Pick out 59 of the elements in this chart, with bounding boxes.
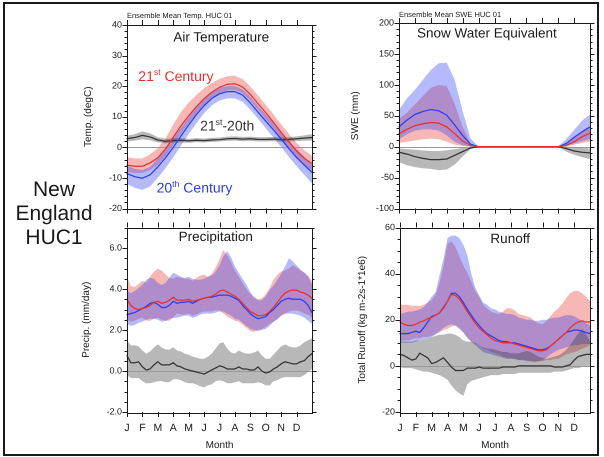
x-tick-label: J xyxy=(397,422,403,434)
y-tick-label: 20 xyxy=(384,314,395,324)
x-tick-label: M xyxy=(184,422,194,434)
y-tick-label: 60 xyxy=(384,222,395,232)
x-tick-label: N xyxy=(554,422,562,434)
x-tick-label: F xyxy=(139,422,146,434)
x-tick-label: J xyxy=(216,422,222,434)
text: New England HUC1 xyxy=(14,178,94,250)
chart-title: Snow Water Equivalent xyxy=(416,26,558,41)
y-axis-title: SWE (mm) xyxy=(350,91,361,140)
y-tick-label: 20 xyxy=(112,80,122,91)
x-tick-label: M xyxy=(427,422,436,434)
x-tick-label: F xyxy=(412,422,420,434)
x-tick-label: M xyxy=(153,422,162,434)
y-tick-label: 150 xyxy=(378,48,394,58)
y-tick-label: 10 xyxy=(112,111,122,122)
y-tick-label: 30 xyxy=(112,50,122,60)
y-tick-label: 6.0 xyxy=(109,242,122,252)
x-tick-label: D xyxy=(570,422,578,434)
y-tick-label: -20 xyxy=(108,202,122,213)
y-tick-label: 0.0 xyxy=(109,365,122,376)
x-tick-label: O xyxy=(538,422,547,434)
y-tick-label: -20 xyxy=(382,406,395,416)
x-tick-label: O xyxy=(262,422,270,434)
y-tick-label: -100 xyxy=(376,202,394,213)
x-tick-label: D xyxy=(292,422,301,434)
y-axis-title: Precip. (mm/day) xyxy=(80,282,92,358)
y-tick-label: -10 xyxy=(108,172,122,182)
y-tick-label: 2.0 xyxy=(109,324,122,334)
x-tick-label: J xyxy=(124,422,130,434)
y-tick-label: -2.0 xyxy=(106,406,122,416)
y-axis-title: Total Runoff (kg m-2s-1*1e6) xyxy=(356,256,368,384)
y-tick-label: 40 xyxy=(384,268,395,278)
y-tick-label: 100 xyxy=(378,79,394,90)
chart-title: Precipitation xyxy=(178,229,253,244)
x-tick-label: A xyxy=(231,422,238,434)
x-tick-label: J xyxy=(476,422,482,434)
x-tick-label: A xyxy=(170,422,177,434)
x-tick-label: S xyxy=(246,422,254,434)
x-tick-label: J xyxy=(492,422,498,434)
x-axis-title: Month xyxy=(481,440,509,451)
y-tick-label: -50 xyxy=(380,172,394,182)
x-tick-label: A xyxy=(507,422,514,434)
y-tick-label: 200 xyxy=(378,17,394,28)
y-tick-label: 4.0 xyxy=(109,283,122,294)
y-tick-label: 0 xyxy=(116,142,122,152)
y-axis-title: Temp. (degC) xyxy=(82,86,94,148)
y-tick-label: 0 xyxy=(390,360,395,370)
x-tick-label: M xyxy=(458,422,468,434)
x-tick-label: J xyxy=(201,422,207,434)
x-tick-label: N xyxy=(277,422,285,434)
chart-title: Runoff xyxy=(490,231,530,246)
x-axis-title: Month xyxy=(206,440,234,451)
x-tick-label: S xyxy=(523,422,530,434)
chart-title: Air Temperature xyxy=(173,30,270,45)
x-tick-label: A xyxy=(444,422,452,434)
y-tick-label: 40 xyxy=(112,19,122,30)
y-tick-label: 0 xyxy=(388,141,394,152)
y-tick-label: 50 xyxy=(384,110,394,120)
